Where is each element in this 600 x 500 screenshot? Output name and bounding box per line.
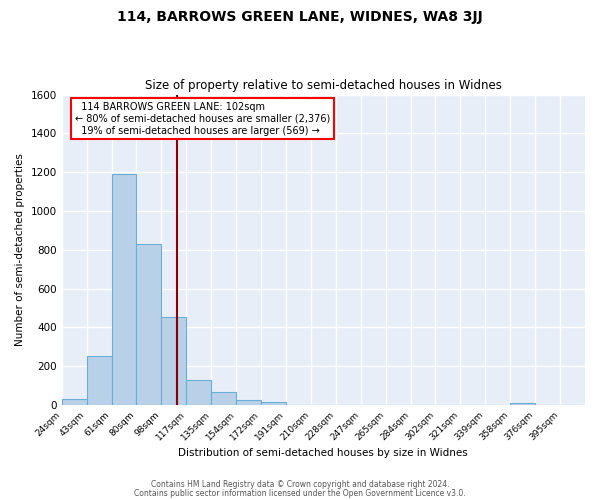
- Text: Contains public sector information licensed under the Open Government Licence v3: Contains public sector information licen…: [134, 488, 466, 498]
- Bar: [236, 400, 261, 405]
- Bar: [112, 174, 136, 405]
- Bar: [86, 356, 112, 405]
- X-axis label: Distribution of semi-detached houses by size in Widnes: Distribution of semi-detached houses by …: [178, 448, 468, 458]
- Title: Size of property relative to semi-detached houses in Widnes: Size of property relative to semi-detach…: [145, 79, 502, 92]
- Bar: [136, 244, 161, 405]
- Text: Contains HM Land Registry data © Crown copyright and database right 2024.: Contains HM Land Registry data © Crown c…: [151, 480, 449, 489]
- Y-axis label: Number of semi-detached properties: Number of semi-detached properties: [15, 154, 25, 346]
- Text: 114 BARROWS GREEN LANE: 102sqm
← 80% of semi-detached houses are smaller (2,376): 114 BARROWS GREEN LANE: 102sqm ← 80% of …: [75, 102, 330, 136]
- Bar: [510, 403, 535, 405]
- Bar: [211, 392, 236, 405]
- Bar: [161, 316, 186, 405]
- Bar: [186, 380, 211, 405]
- Text: 114, BARROWS GREEN LANE, WIDNES, WA8 3JJ: 114, BARROWS GREEN LANE, WIDNES, WA8 3JJ: [117, 10, 483, 24]
- Bar: [62, 399, 86, 405]
- Bar: [261, 402, 286, 405]
